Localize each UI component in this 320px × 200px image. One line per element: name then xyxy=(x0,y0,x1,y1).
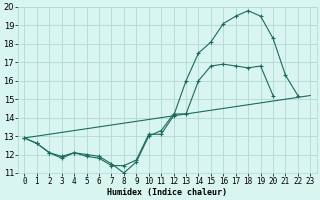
X-axis label: Humidex (Indice chaleur): Humidex (Indice chaleur) xyxy=(108,188,228,197)
